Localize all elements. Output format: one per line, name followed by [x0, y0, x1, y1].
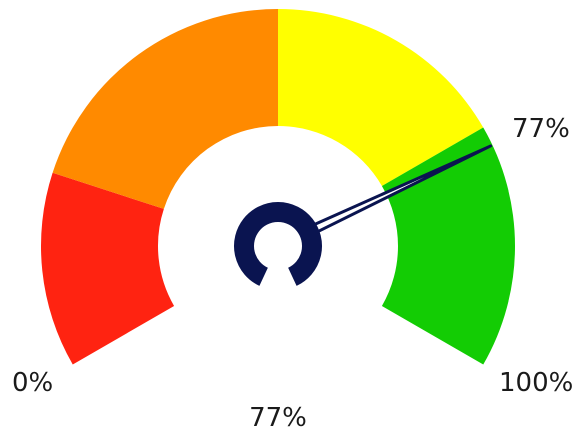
gauge-bands [40, 8, 516, 365]
gauge-band-2 [52, 8, 278, 209]
gauge-band-4 [381, 127, 516, 365]
pointer-value-label: 77% [512, 114, 570, 144]
gauge-needle-group [234, 144, 493, 286]
gauge-hub [234, 202, 322, 286]
min-label: 0% [12, 368, 53, 398]
gauge-band-1 [40, 172, 175, 365]
max-label: 100% [499, 368, 573, 398]
value-label: 77% [249, 403, 307, 432]
gauge-band-3 [278, 9, 484, 186]
